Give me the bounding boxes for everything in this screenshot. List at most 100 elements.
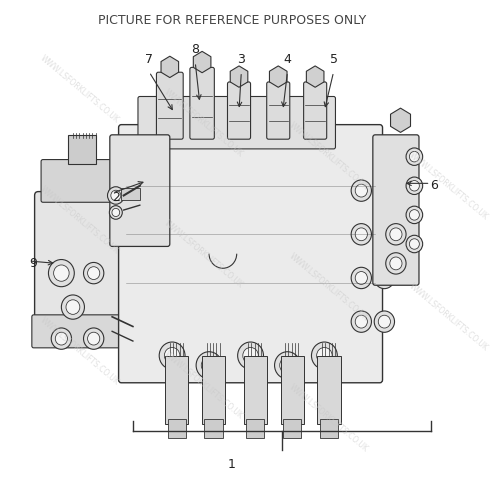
Circle shape — [164, 347, 180, 364]
Circle shape — [84, 328, 104, 349]
FancyBboxPatch shape — [110, 135, 170, 246]
Circle shape — [355, 315, 368, 328]
Bar — [283, 419, 302, 438]
Text: WWW.LSFORKLIFTS.CO.UK: WWW.LSFORKLIFTS.CO.UK — [38, 184, 120, 255]
Circle shape — [351, 311, 372, 332]
Text: 4: 4 — [284, 53, 292, 66]
Bar — [204, 419, 223, 438]
Text: 8: 8 — [191, 43, 199, 57]
Text: WWW.LSFORKLIFTS.CO.UK: WWW.LSFORKLIFTS.CO.UK — [163, 218, 245, 289]
FancyBboxPatch shape — [190, 67, 214, 139]
Circle shape — [159, 342, 185, 369]
Circle shape — [48, 260, 74, 286]
Circle shape — [406, 206, 422, 224]
Circle shape — [390, 228, 402, 241]
Text: WWW.LSFORKLIFTS.CO.UK: WWW.LSFORKLIFTS.CO.UK — [288, 383, 370, 454]
Circle shape — [355, 228, 368, 241]
Circle shape — [351, 224, 372, 245]
Bar — [244, 356, 266, 424]
Circle shape — [54, 265, 69, 281]
Text: WWW.LSFORKLIFTS.CO.UK: WWW.LSFORKLIFTS.CO.UK — [288, 121, 370, 192]
FancyBboxPatch shape — [373, 135, 419, 285]
Circle shape — [243, 347, 258, 364]
Circle shape — [386, 253, 406, 274]
Text: 5: 5 — [330, 53, 338, 66]
Circle shape — [410, 151, 420, 162]
Text: WWW.LSFORKLIFTS.CO.UK: WWW.LSFORKLIFTS.CO.UK — [163, 87, 245, 158]
Text: 3: 3 — [238, 53, 246, 66]
Circle shape — [62, 295, 84, 319]
Circle shape — [351, 267, 372, 288]
Polygon shape — [390, 108, 410, 132]
Circle shape — [355, 271, 368, 285]
Circle shape — [351, 180, 372, 202]
Bar — [320, 419, 338, 438]
Text: WWW.LSFORKLIFTS.CO.UK: WWW.LSFORKLIFTS.CO.UK — [408, 150, 490, 222]
Circle shape — [390, 257, 402, 270]
Bar — [280, 356, 303, 424]
FancyBboxPatch shape — [118, 124, 382, 383]
Circle shape — [196, 352, 222, 379]
Circle shape — [406, 148, 422, 165]
Circle shape — [66, 300, 80, 314]
Text: 7: 7 — [145, 53, 153, 66]
Polygon shape — [270, 66, 287, 87]
Text: 1: 1 — [228, 458, 236, 471]
FancyBboxPatch shape — [304, 82, 326, 139]
Circle shape — [410, 210, 420, 220]
Circle shape — [112, 208, 120, 217]
Circle shape — [274, 352, 300, 379]
Circle shape — [110, 205, 122, 219]
Circle shape — [378, 271, 390, 285]
Bar — [202, 356, 225, 424]
Circle shape — [56, 332, 68, 345]
Circle shape — [386, 224, 406, 245]
Text: WWW.LSFORKLIFTS.CO.UK: WWW.LSFORKLIFTS.CO.UK — [288, 252, 370, 323]
Bar — [165, 356, 188, 424]
Circle shape — [312, 342, 338, 369]
Circle shape — [111, 190, 121, 201]
Polygon shape — [194, 51, 211, 73]
Circle shape — [316, 347, 332, 364]
Text: PICTURE FOR REFERENCE PURPOSES ONLY: PICTURE FOR REFERENCE PURPOSES ONLY — [98, 14, 366, 26]
FancyBboxPatch shape — [266, 82, 290, 139]
Circle shape — [108, 187, 124, 204]
Circle shape — [202, 357, 217, 373]
Circle shape — [374, 267, 394, 288]
Circle shape — [280, 357, 295, 373]
Text: 6: 6 — [430, 179, 438, 192]
FancyBboxPatch shape — [34, 192, 128, 335]
Circle shape — [374, 224, 394, 245]
Circle shape — [51, 328, 72, 349]
Bar — [246, 419, 264, 438]
Bar — [168, 419, 186, 438]
FancyBboxPatch shape — [32, 315, 130, 348]
Circle shape — [378, 315, 390, 328]
Text: 9: 9 — [29, 257, 37, 270]
Circle shape — [406, 235, 422, 253]
Bar — [122, 188, 140, 201]
Polygon shape — [306, 66, 324, 87]
Circle shape — [406, 177, 422, 195]
FancyBboxPatch shape — [138, 97, 336, 149]
Circle shape — [410, 181, 420, 191]
Circle shape — [88, 267, 100, 280]
Circle shape — [238, 342, 264, 369]
Circle shape — [410, 239, 420, 249]
Text: 2: 2 — [112, 191, 120, 204]
Text: WWW.LSFORKLIFTS.CO.UK: WWW.LSFORKLIFTS.CO.UK — [408, 281, 490, 352]
Circle shape — [378, 228, 390, 241]
FancyBboxPatch shape — [156, 72, 183, 139]
Bar — [68, 135, 96, 164]
FancyBboxPatch shape — [228, 82, 250, 139]
Text: WWW.LSFORKLIFTS.CO.UK: WWW.LSFORKLIFTS.CO.UK — [163, 349, 245, 420]
Circle shape — [88, 332, 100, 345]
Text: WWW.LSFORKLIFTS.CO.UK: WWW.LSFORKLIFTS.CO.UK — [38, 53, 120, 124]
Polygon shape — [161, 56, 178, 78]
Circle shape — [374, 311, 394, 332]
Polygon shape — [230, 66, 248, 87]
Circle shape — [84, 263, 104, 284]
Bar — [318, 356, 340, 424]
Text: WWW.LSFORKLIFTS.CO.UK: WWW.LSFORKLIFTS.CO.UK — [38, 315, 120, 386]
Circle shape — [355, 184, 368, 197]
